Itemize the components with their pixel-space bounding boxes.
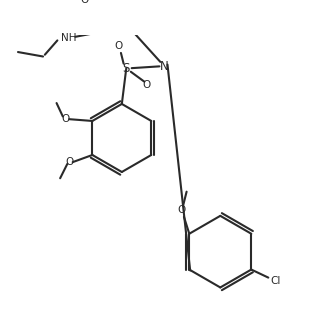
Text: O: O bbox=[177, 205, 185, 214]
Text: N: N bbox=[159, 60, 168, 73]
Text: O: O bbox=[80, 0, 88, 5]
Text: Cl: Cl bbox=[270, 276, 281, 286]
Text: O: O bbox=[143, 80, 151, 90]
Text: S: S bbox=[123, 62, 130, 75]
Text: O: O bbox=[61, 114, 70, 124]
Text: O: O bbox=[65, 157, 73, 167]
Text: O: O bbox=[114, 41, 122, 51]
Text: NH: NH bbox=[61, 33, 77, 43]
